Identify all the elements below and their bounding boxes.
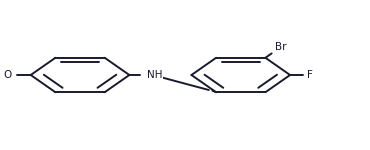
Text: Br: Br [275,42,286,51]
Text: O: O [3,70,11,80]
Text: F: F [306,70,312,80]
Text: NH: NH [147,70,162,80]
